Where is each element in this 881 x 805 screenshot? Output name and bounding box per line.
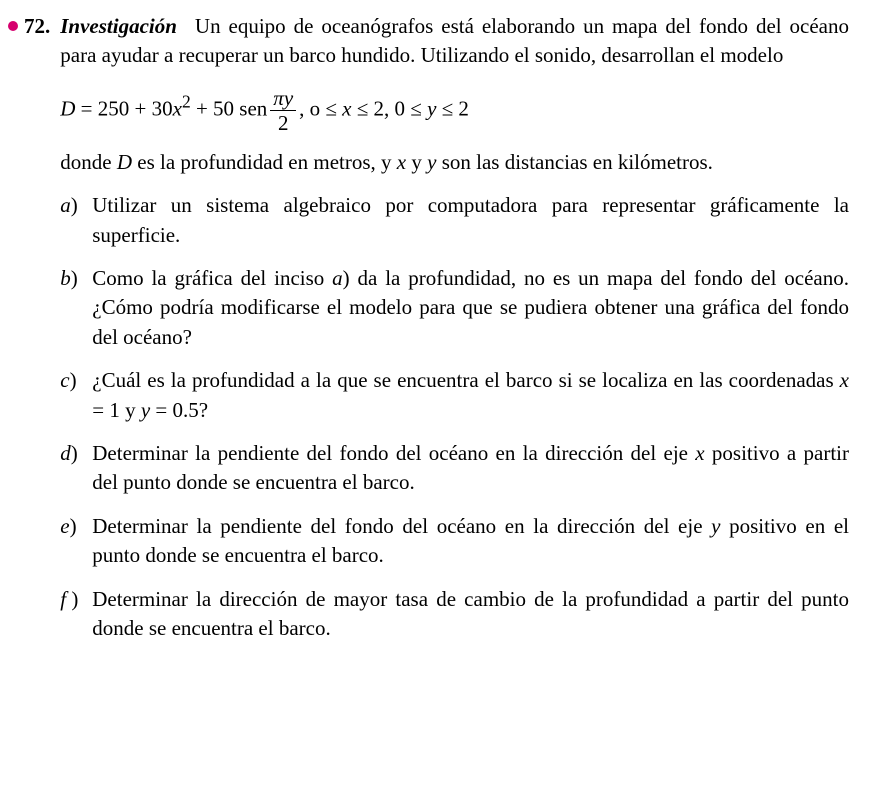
subitem-c: c) ¿Cuál es la profundidad a la que se e…	[60, 366, 849, 425]
eq-domain-lead: , o	[299, 96, 320, 120]
subitem-a: a) Utilizar un sistema algebraico por co…	[60, 191, 849, 250]
eq-part1: = 250 + 30	[75, 96, 172, 120]
eq-fraction: πy2	[270, 87, 296, 134]
eq-y2: y	[427, 96, 436, 120]
where-4: son las distancias en kilómetros.	[436, 150, 712, 174]
subtext-f: Determinar la dirección de mayor tasa de…	[92, 585, 849, 644]
problem-number: 72.	[24, 12, 50, 41]
eq-D: D	[60, 96, 75, 120]
bullet-icon	[8, 21, 18, 31]
eq-x: x	[173, 96, 182, 120]
subtext-d: Determinar la pendiente del fondo del oc…	[92, 439, 849, 498]
subitem-b: b) Como la gráfica del inciso a) da la p…	[60, 264, 849, 352]
subitem-e: e) Determinar la pendiente del fondo del…	[60, 512, 849, 571]
frac-denominator: 2	[270, 111, 296, 134]
where-D: D	[117, 150, 132, 174]
where-2: es la profundidad en metros, y	[132, 150, 397, 174]
sublabel-d: d)	[60, 439, 86, 468]
eq-x2: x	[342, 96, 351, 120]
eq-leq3: ≤ 2	[436, 96, 469, 120]
where-x: x	[397, 150, 406, 174]
where-3: y	[406, 150, 427, 174]
subtext-b: Como la gráfica del inciso a) da la prof…	[92, 264, 849, 352]
eq-leq1: ≤	[320, 96, 342, 120]
sublabel-b: b)	[60, 264, 86, 293]
subitem-d: d) Determinar la pendiente del fondo del…	[60, 439, 849, 498]
subtext-c: ¿Cuál es la profundidad a la que se encu…	[92, 366, 849, 425]
eq-sq: 2	[182, 91, 191, 111]
intro-text: Un equipo de oceanógrafos está elaborand…	[60, 14, 849, 67]
where-paragraph: donde D es la profundidad en metros, y x…	[60, 148, 849, 177]
subtext-a: Utilizar un sistema algebraico por compu…	[92, 191, 849, 250]
equation: D = 250 + 30x2 + 50 senπy2, o ≤ x ≤ 2, 0…	[60, 87, 849, 134]
subtext-e: Determinar la pendiente del fondo del oc…	[92, 512, 849, 571]
frac-numerator: πy	[270, 87, 296, 111]
problem-72: 72. InvestigaciónUn equipo de oceanógraf…	[8, 12, 849, 657]
eq-plus50sen: + 50 sen	[191, 96, 268, 120]
sublabel-f: f )	[60, 585, 86, 614]
sublabel-e: e)	[60, 512, 86, 541]
sublabel-a: a)	[60, 191, 86, 220]
frac-pi: π	[273, 86, 284, 110]
frac-y: y	[284, 86, 293, 110]
intro-paragraph: InvestigaciónUn equipo de oceanógrafos e…	[60, 12, 849, 71]
where-1: donde	[60, 150, 117, 174]
subitem-list: a) Utilizar un sistema algebraico por co…	[60, 191, 849, 643]
eq-leq2: ≤ 2, 0 ≤	[352, 96, 428, 120]
subitem-f: f ) Determinar la dirección de mayor tas…	[60, 585, 849, 644]
problem-title: Investigación	[60, 14, 177, 38]
problem-body: InvestigaciónUn equipo de oceanógrafos e…	[60, 12, 849, 657]
sublabel-c: c)	[60, 366, 86, 395]
